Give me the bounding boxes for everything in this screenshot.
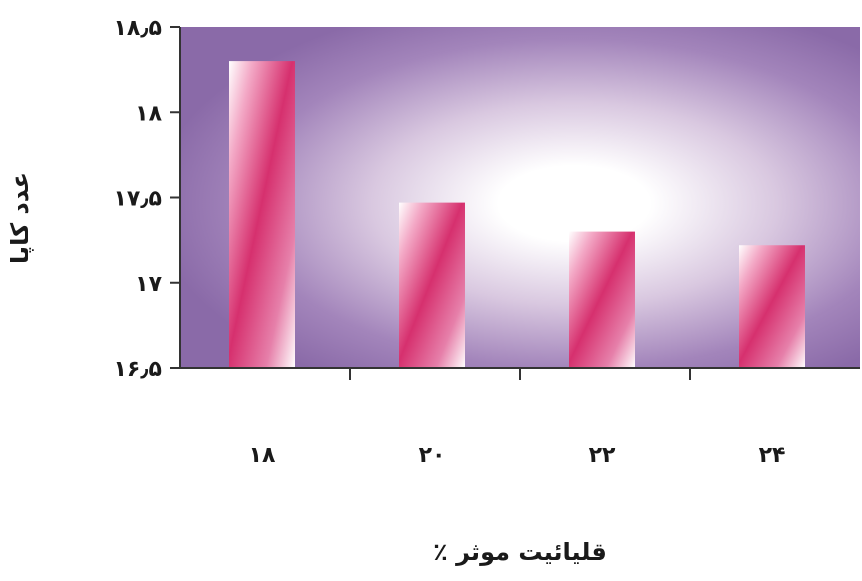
bar-3 — [569, 231, 635, 368]
y-ticks-group: ۱۶٫۵ ۱۷ ۱۷٫۵ ۱۸ ۱۸٫۵ — [113, 16, 180, 382]
y-tick-label: ۱۷٫۵ — [113, 187, 162, 212]
y-axis-title: عدد کاپا — [6, 172, 34, 264]
x-axis-title: قلیائیت موثر ٪ — [433, 538, 607, 566]
x-ticks-group: ۱۸ ۲۰ ۲۲ ۲۴ — [249, 368, 786, 468]
y-tick-label: ۱۸٫۵ — [113, 16, 162, 41]
bar-1 — [229, 61, 295, 368]
y-tick-label: ۱۶٫۵ — [113, 357, 162, 382]
x-tick-label: ۱۸ — [249, 443, 276, 468]
bar-2 — [399, 202, 465, 368]
bar-4 — [739, 245, 805, 368]
y-tick-label: ۱۷ — [135, 272, 162, 297]
x-tick-label: ۲۴ — [759, 443, 786, 468]
x-tick-label: ۲۰ — [419, 443, 446, 468]
x-tick-label: ۲۲ — [589, 443, 616, 468]
bars-group — [229, 61, 805, 368]
y-tick-label: ۱۸ — [135, 101, 162, 126]
